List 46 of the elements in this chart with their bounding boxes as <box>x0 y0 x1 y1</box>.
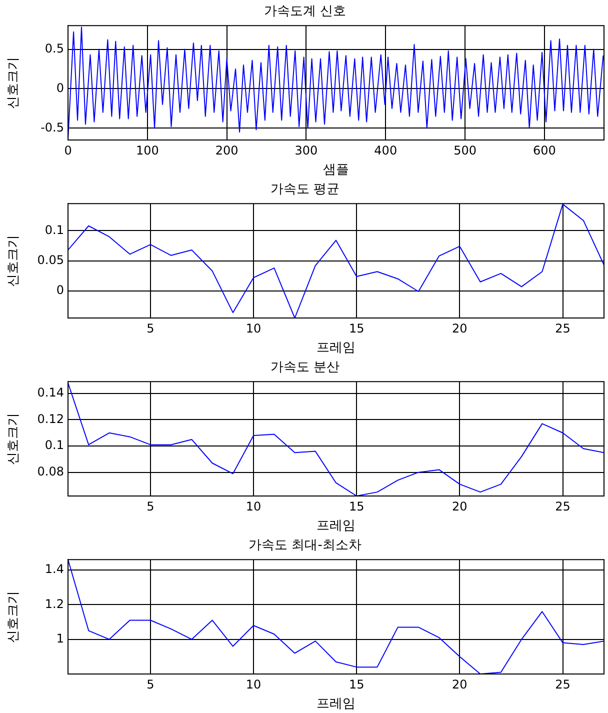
y-tick-label: 0 <box>56 80 64 95</box>
chart-title: 가속도 최대-최소차 <box>248 538 362 554</box>
y-tick-label: 1.4 <box>44 562 64 576</box>
x-axis-title: 프레임 <box>316 518 356 534</box>
y-tick-label: 0.1 <box>44 222 64 237</box>
x-tick-label: 25 <box>555 677 570 692</box>
y-tick-label: 1.2 <box>44 596 64 611</box>
y-tick-label: 0.1 <box>44 438 64 452</box>
x-tick-label: 10 <box>246 321 262 336</box>
x-tick-label: 20 <box>452 321 468 336</box>
chart-title: 가속도계 신호 <box>264 4 346 20</box>
x-tick-label: 100 <box>136 143 159 158</box>
x-axis-title: 샘플 <box>323 162 349 178</box>
x-tick-label: 15 <box>348 677 364 692</box>
y-axis-title: 신호크기 <box>6 412 22 465</box>
x-tick-label: 500 <box>454 143 476 158</box>
y-tick-label: 0.5 <box>44 41 64 56</box>
x-tick-label: 15 <box>348 321 364 336</box>
y-tick-label: 0.08 <box>37 464 64 478</box>
x-tick-label: 5 <box>146 677 154 692</box>
y-tick-label: 0.05 <box>37 252 64 267</box>
x-tick-label: 15 <box>348 499 364 514</box>
y-tick-label: 0 <box>56 283 64 298</box>
x-axis-title: 프레임 <box>316 696 356 712</box>
y-tick-label: 0.14 <box>37 386 64 400</box>
x-tick-label: 5 <box>146 321 154 336</box>
x-axis-title: 프레임 <box>316 340 356 356</box>
y-tick-label: 0.12 <box>37 412 64 426</box>
x-tick-label: 20 <box>452 677 468 692</box>
x-tick-label: 10 <box>246 677 262 692</box>
y-tick-label: -0.5 <box>40 120 64 134</box>
x-tick-label: 400 <box>374 143 398 158</box>
x-tick-label: 20 <box>452 499 468 514</box>
x-tick-label: 10 <box>246 499 262 514</box>
x-tick-label: 25 <box>555 321 570 336</box>
x-tick-label: 200 <box>215 143 238 158</box>
x-tick-label: 5 <box>146 499 154 514</box>
x-tick-label: 300 <box>294 143 318 158</box>
x-tick-label: 600 <box>532 143 556 158</box>
x-tick-label: 25 <box>555 499 570 514</box>
chart-title: 가속도 분산 <box>270 360 340 376</box>
y-axis-title: 신호크기 <box>6 590 22 643</box>
y-tick-label: 1 <box>56 631 64 646</box>
chart-title: 가속도 평균 <box>270 182 340 198</box>
y-axis-title: 신호크기 <box>6 56 22 109</box>
y-axis-title: 신호크기 <box>6 234 22 287</box>
